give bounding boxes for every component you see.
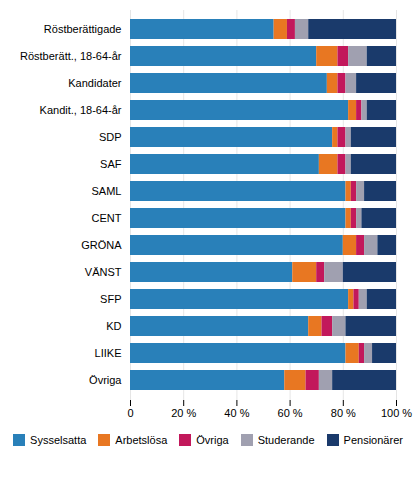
svg-text:Röstberättigade: Röstberättigade — [44, 23, 122, 35]
svg-text:100 %: 100 % — [381, 407, 412, 419]
html-text:Pensionärer: Pensionärer — [343, 434, 403, 446]
svg-text:SDP: SDP — [99, 131, 122, 143]
svg-text:Kandidater: Kandidater — [68, 77, 122, 89]
svg-text:Röstberätt., 18-64-år: Röstberätt., 18-64-år — [20, 50, 122, 62]
svg-text:LIIKE: LIIKE — [95, 347, 122, 359]
svg-text:60 %: 60 % — [278, 407, 303, 419]
svg-text:20 %: 20 % — [171, 407, 196, 419]
html-text:Studerande: Studerande — [257, 434, 315, 446]
svg-text:0: 0 — [127, 407, 133, 419]
svg-text:80 %: 80 % — [331, 407, 356, 419]
svg-text:40 %: 40 % — [224, 407, 249, 419]
svg-text:Övriga: Övriga — [89, 374, 122, 386]
svg-text:SFP: SFP — [100, 293, 121, 305]
svg-text:SAML: SAML — [92, 185, 122, 197]
svg-text:CENT: CENT — [92, 212, 122, 224]
svg-text:KD: KD — [106, 320, 121, 332]
html-text:Sysselsatta: Sysselsatta — [30, 434, 87, 446]
html-text:Arbetslösa: Arbetslösa — [115, 434, 168, 446]
html-text:Övriga: Övriga — [196, 434, 229, 446]
svg-text:SAF: SAF — [100, 158, 122, 170]
svg-text:Kandit., 18-64-år: Kandit., 18-64-år — [40, 104, 122, 116]
svg-text:VÄNST: VÄNST — [85, 266, 122, 278]
svg-text:GRÖNA: GRÖNA — [81, 239, 122, 251]
